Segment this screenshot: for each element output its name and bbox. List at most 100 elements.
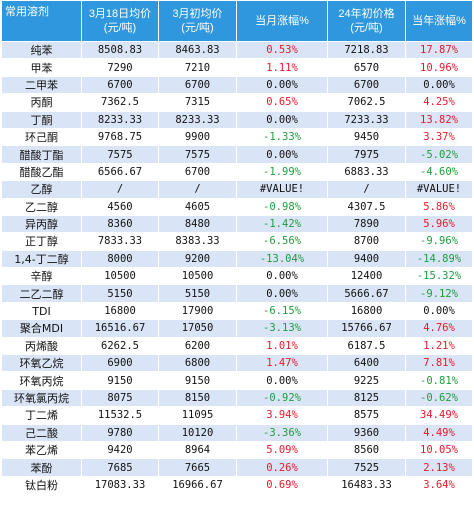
- month-change-cell: -1.42%: [236, 214, 328, 234]
- mar-start-price-cell: 8233.33: [158, 110, 237, 129]
- header-month-change: 当月涨幅%: [236, 0, 328, 42]
- year-change-cell: 10.96%: [405, 58, 473, 77]
- year-start-price-cell: /: [327, 180, 406, 199]
- solvent-name-cell: 丁二烯: [1, 406, 82, 425]
- header-row: 常用溶剂 3月18日均价 (元/吨) 3月初均价 (元/吨) 当月涨幅% 24年初价…: [1, 0, 473, 42]
- mar18-price-cell: 17083.33: [81, 475, 159, 495]
- header-year-start-price: 24年初价格 (元/吨): [327, 0, 406, 42]
- year-start-price-cell: 6187.5: [327, 336, 406, 356]
- table-row: 醋酸乙酯 6566.67 6700 -1.99% 6883.33 -4.60%: [1, 162, 473, 182]
- year-change-cell: 5.96%: [405, 214, 473, 234]
- mar-start-price-cell: 8480: [158, 214, 237, 234]
- solvent-name-cell: 醋酸乙酯: [1, 162, 82, 182]
- mar-start-price-cell: 8964: [158, 440, 237, 460]
- header-mar18-price: 3月18日均价 (元/吨): [81, 0, 159, 42]
- year-change-cell: -9.12%: [405, 284, 473, 303]
- year-start-price-cell: 8575: [327, 406, 406, 425]
- year-start-price-cell: 8125: [327, 388, 406, 408]
- mar18-price-cell: 9150: [81, 371, 159, 390]
- month-change-cell: -0.92%: [236, 388, 328, 408]
- month-change-cell: 3.94%: [236, 406, 328, 425]
- mar-start-price-cell: 9900: [158, 127, 237, 147]
- year-change-cell: 5.86%: [405, 197, 473, 216]
- year-change-cell: 3.37%: [405, 127, 473, 147]
- mar18-price-cell: 8233.33: [81, 110, 159, 129]
- solvent-name-cell: 苯乙烯: [1, 440, 82, 460]
- mar-start-price-cell: 6800: [158, 354, 237, 373]
- year-change-cell: -15.32%: [405, 267, 473, 286]
- month-change-cell: -6.15%: [236, 301, 328, 321]
- month-change-cell: -6.56%: [236, 232, 328, 251]
- year-start-price-cell: 8700: [327, 232, 406, 251]
- mar18-price-cell: 8000: [81, 249, 159, 269]
- mar18-price-cell: 7685: [81, 458, 159, 477]
- table-row: 环氧乙烷 6900 6800 1.47% 6400 7.81%: [1, 354, 473, 373]
- header-mar-start-price: 3月初均价 (元/吨): [158, 0, 237, 42]
- year-start-price-cell: 16800: [327, 301, 406, 321]
- table-row: 异丙醇 8360 8480 -1.42% 7890 5.96%: [1, 214, 473, 234]
- month-change-cell: 1.01%: [236, 336, 328, 356]
- solvent-name-cell: 乙醇: [1, 180, 82, 199]
- mar18-price-cell: 8360: [81, 214, 159, 234]
- year-start-price-cell: 15766.67: [327, 319, 406, 338]
- solvent-name-cell: 聚合MDI: [1, 319, 82, 338]
- solvent-name-cell: 环氧丙烷: [1, 371, 82, 390]
- mar18-price-cell: /: [81, 180, 159, 199]
- table-row: 乙二醇 4560 4605 -0.98% 4307.5 5.86%: [1, 197, 473, 216]
- year-change-cell: 0.00%: [405, 301, 473, 321]
- year-start-price-cell: 7975: [327, 145, 406, 164]
- table-row: 纯苯 8508.83 8463.83 0.53% 7218.83 17.87%: [1, 40, 473, 60]
- mar-start-price-cell: 7210: [158, 58, 237, 77]
- mar-start-price-cell: 6700: [158, 162, 237, 182]
- mar-start-price-cell: 17050: [158, 319, 237, 338]
- solvent-name-cell: 丁酮: [1, 110, 82, 129]
- mar-start-price-cell: 6700: [158, 75, 237, 95]
- solvent-name-cell: TDI: [1, 301, 82, 321]
- mar18-price-cell: 6262.5: [81, 336, 159, 356]
- mar18-price-cell: 10500: [81, 267, 159, 286]
- month-change-cell: 5.09%: [236, 440, 328, 460]
- year-start-price-cell: 7233.33: [327, 110, 406, 129]
- solvent-name-cell: 环氧氯丙烷: [1, 388, 82, 408]
- month-change-cell: #VALUE!: [236, 180, 328, 199]
- year-start-price-cell: 5666.67: [327, 284, 406, 303]
- mar18-price-cell: 7362.5: [81, 93, 159, 112]
- year-change-cell: 34.49%: [405, 406, 473, 425]
- table-row: 苯酚 7685 7665 0.26% 7525 2.13%: [1, 458, 473, 477]
- year-start-price-cell: 6400: [327, 354, 406, 373]
- mar-start-price-cell: 7665: [158, 458, 237, 477]
- year-start-price-cell: 7525: [327, 458, 406, 477]
- mar18-price-cell: 5150: [81, 284, 159, 303]
- mar-start-price-cell: 17900: [158, 301, 237, 321]
- mar-start-price-cell: 8463.83: [158, 40, 237, 60]
- table-row: 辛醇 10500 10500 0.00% 12400 -15.32%: [1, 267, 473, 286]
- year-change-cell: -5.02%: [405, 145, 473, 164]
- solvent-name-cell: 苯酚: [1, 458, 82, 477]
- table-row: 环氧丙烷 9150 9150 0.00% 9225 -0.81%: [1, 371, 473, 390]
- table-row: 己二酸 9780 10120 -3.36% 9360 4.49%: [1, 423, 473, 442]
- solvent-name-cell: 乙二醇: [1, 197, 82, 216]
- mar-start-price-cell: 10500: [158, 267, 237, 286]
- solvent-name-cell: 二甲苯: [1, 75, 82, 95]
- solvent-name-cell: 二乙二醇: [1, 284, 82, 303]
- table-row: 丁二烯 11532.5 11095 3.94% 8575 34.49%: [1, 406, 473, 425]
- mar18-price-cell: 7833.33: [81, 232, 159, 251]
- year-start-price-cell: 7062.5: [327, 93, 406, 112]
- month-change-cell: 0.00%: [236, 110, 328, 129]
- year-start-price-cell: 4307.5: [327, 197, 406, 216]
- mar18-price-cell: 6700: [81, 75, 159, 95]
- year-change-cell: 13.82%: [405, 110, 473, 129]
- year-start-price-cell: 12400: [327, 267, 406, 286]
- year-change-cell: #VALUE!: [405, 180, 473, 199]
- month-change-cell: -3.36%: [236, 423, 328, 442]
- table-row: 甲苯 7290 7210 1.11% 6570 10.96%: [1, 58, 473, 77]
- solvent-name-cell: 环氧乙烷: [1, 354, 82, 373]
- mar18-price-cell: 11532.5: [81, 406, 159, 425]
- month-change-cell: 0.00%: [236, 284, 328, 303]
- mar-start-price-cell: 5150: [158, 284, 237, 303]
- year-start-price-cell: 8560: [327, 440, 406, 460]
- solvent-name-cell: 辛醇: [1, 267, 82, 286]
- solvent-name-cell: 纯苯: [1, 40, 82, 60]
- month-change-cell: 0.69%: [236, 475, 328, 495]
- price-table: 常用溶剂 3月18日均价 (元/吨) 3月初均价 (元/吨) 当月涨幅% 24年初价…: [1, 0, 473, 495]
